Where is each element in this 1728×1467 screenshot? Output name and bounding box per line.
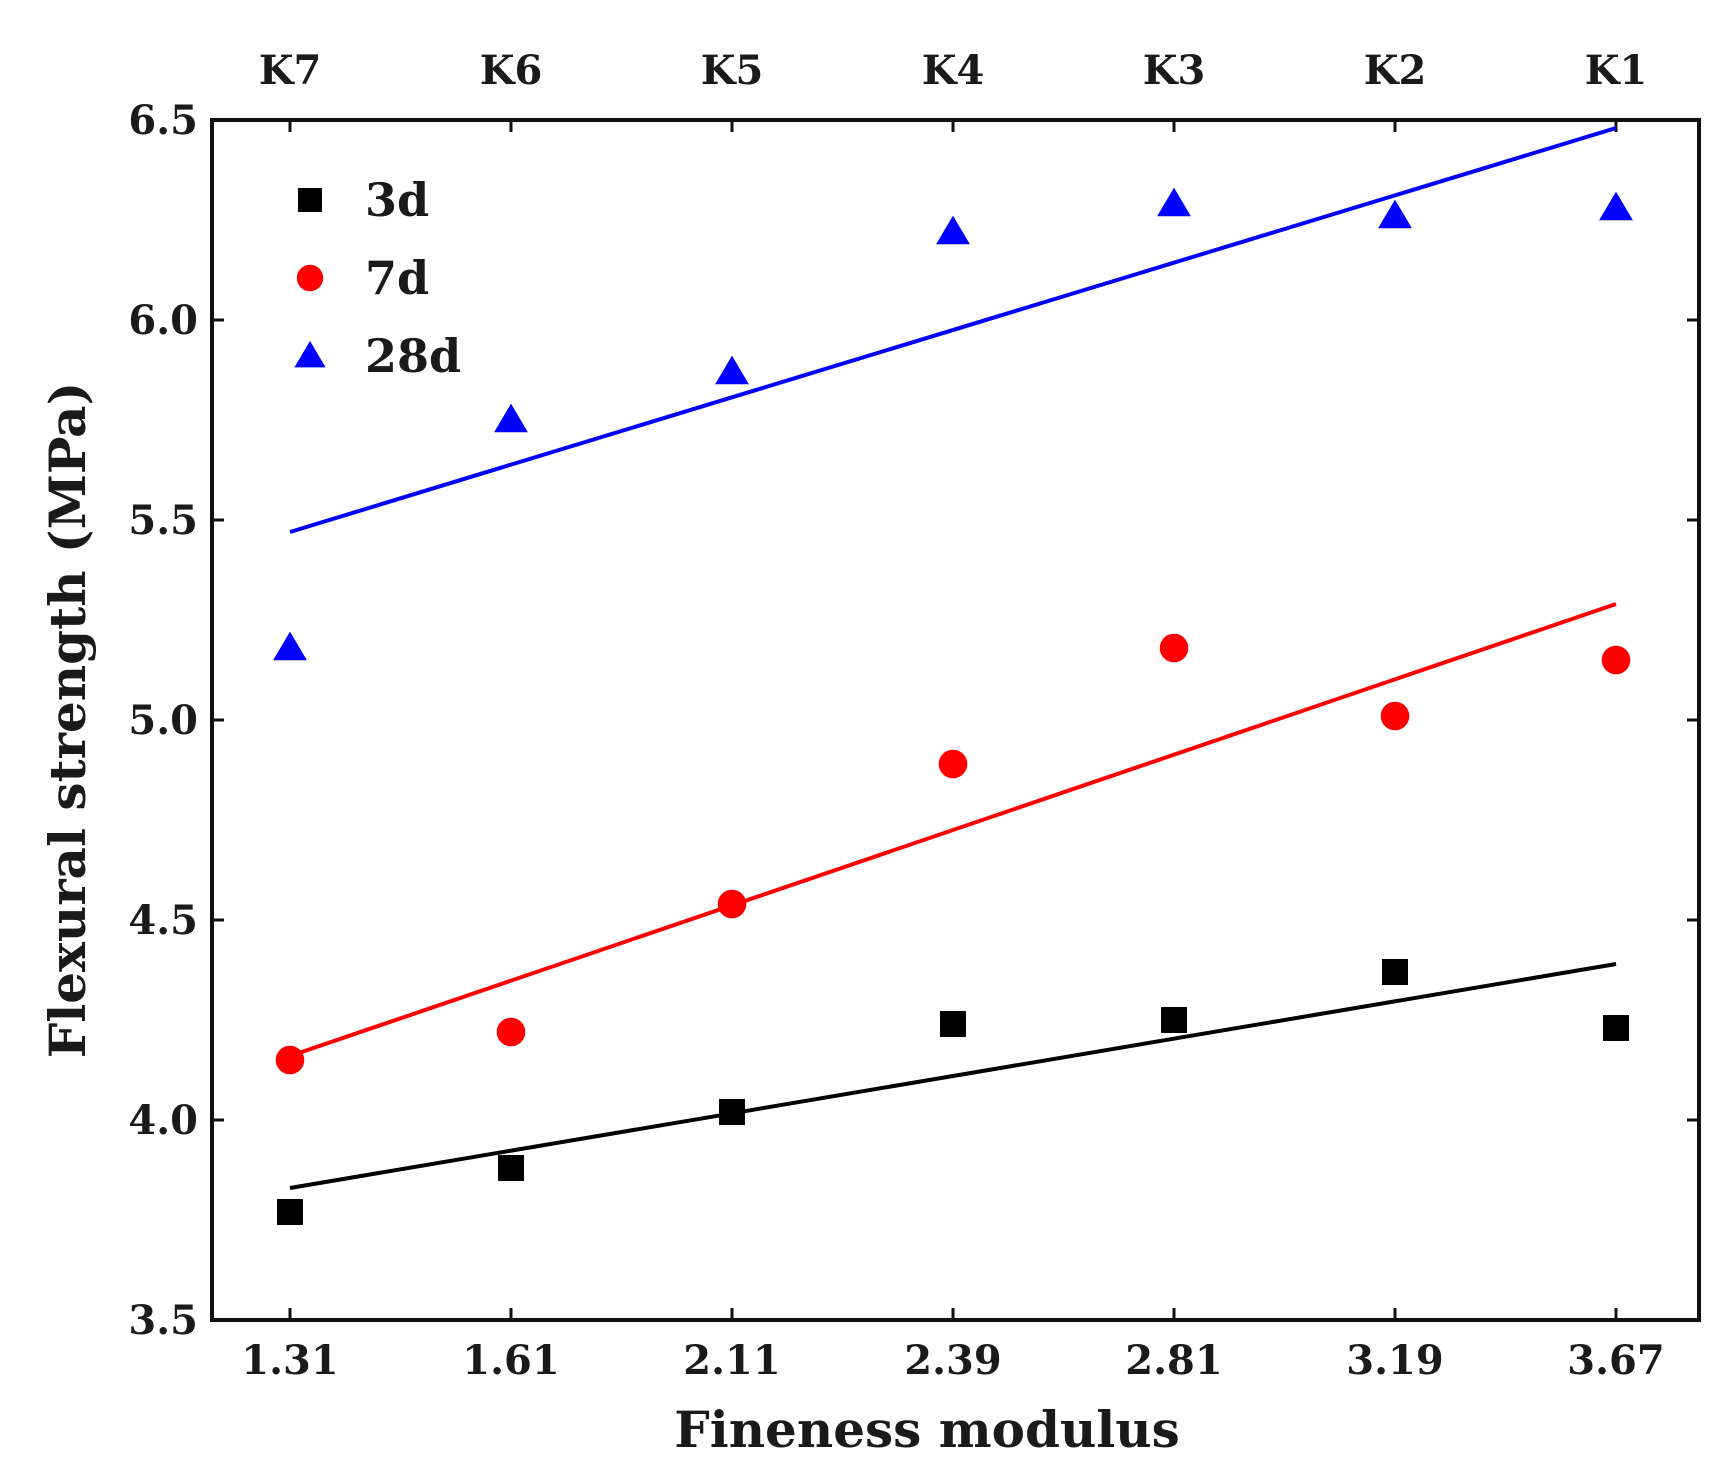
- point-7d: [1601, 645, 1631, 675]
- data-points: [273, 187, 1633, 1225]
- point-3d: [719, 1099, 745, 1125]
- top-tick-label: K1: [1585, 47, 1648, 94]
- x-tick-label: 3.67: [1567, 1337, 1664, 1384]
- point-28d: [1157, 187, 1191, 217]
- point-7d: [275, 1045, 305, 1075]
- y-axis-title: Flexural strength (MPa): [38, 382, 97, 1059]
- point-3d: [277, 1199, 303, 1225]
- point-3d: [940, 1011, 966, 1037]
- top-tick-label: K5: [701, 47, 764, 94]
- legend: 3d 7d 28d: [294, 173, 461, 383]
- legend-label-7d: 7d: [365, 251, 429, 305]
- point-7d: [496, 1017, 526, 1047]
- top-tick-label: K2: [1364, 47, 1427, 94]
- point-28d: [936, 215, 970, 245]
- x-tick-label: 3.19: [1346, 1337, 1443, 1384]
- x-tick-label: 2.39: [904, 1337, 1001, 1384]
- point-28d: [494, 403, 528, 433]
- top-tick-label: K7: [259, 47, 322, 94]
- point-7d: [717, 889, 747, 919]
- axis-ticks: 1.31 K7 1.61 K6 2.11 K5 2.39 K4 2.81 K3 3.19 K2 3.67…: [128, 47, 1699, 1384]
- point-3d: [498, 1155, 524, 1181]
- y-tick-label: 5.0: [128, 697, 198, 744]
- top-tick-label: K6: [480, 47, 543, 94]
- y-tick-label: 6.5: [128, 97, 198, 144]
- x-tick-label: 1.31: [241, 1337, 338, 1384]
- plot-frame: [210, 118, 1701, 1322]
- fit-line-28d: [289, 126, 1617, 534]
- point-3d: [1382, 959, 1408, 985]
- legend-label-3d: 3d: [365, 173, 429, 227]
- point-3d: [1161, 1007, 1187, 1033]
- legend-marker-28d: [294, 340, 326, 368]
- point-28d: [273, 631, 307, 661]
- y-tick-label: 5.5: [128, 497, 198, 544]
- point-28d: [1378, 199, 1412, 229]
- y-tick-label: 4.5: [128, 897, 198, 944]
- top-tick-label: K4: [922, 47, 985, 94]
- y-tick-label: 3.5: [128, 1297, 198, 1344]
- legend-label-28d: 28d: [365, 329, 461, 383]
- point-3d: [1603, 1015, 1629, 1041]
- top-tick-label: K3: [1143, 47, 1206, 94]
- x-tick-label: 1.61: [462, 1337, 559, 1384]
- point-28d: [1599, 191, 1633, 221]
- fit-line-3d: [289, 962, 1617, 1190]
- point-7d: [938, 749, 968, 779]
- legend-marker-7d: [296, 264, 324, 292]
- fit-lines: [289, 126, 1617, 1190]
- point-7d: [1380, 701, 1410, 731]
- x-tick-label: 2.81: [1125, 1337, 1222, 1384]
- point-7d: [1159, 633, 1189, 663]
- legend-marker-3d: [298, 188, 322, 212]
- x-axis-title: Fineness modulus: [674, 1400, 1180, 1459]
- y-tick-label: 6.0: [128, 297, 198, 344]
- fit-line-7d: [289, 602, 1617, 1058]
- y-tick-label: 4.0: [128, 1097, 198, 1144]
- point-28d: [715, 355, 749, 385]
- x-tick-label: 2.11: [683, 1337, 780, 1384]
